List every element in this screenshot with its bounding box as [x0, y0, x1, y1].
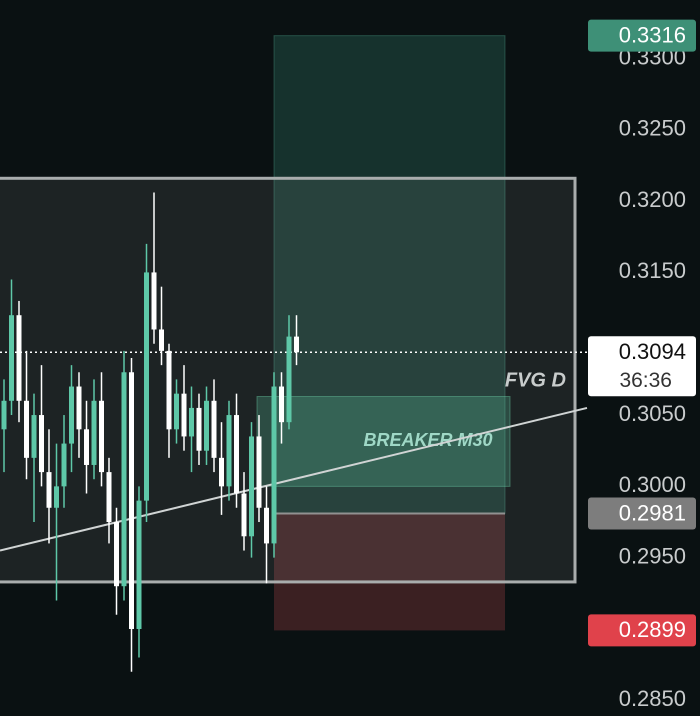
breaker-label: BREAKER M30 [363, 430, 492, 450]
candle-body [99, 400, 104, 473]
price-badge [588, 614, 696, 647]
y-tick-label: 0.2850 [619, 686, 686, 711]
candle-body [241, 493, 247, 537]
candle-body [234, 415, 239, 494]
candle-body [294, 336, 299, 353]
candle-body [136, 500, 142, 629]
candle-body [249, 436, 254, 537]
candle-body [84, 429, 89, 465]
candle-body [91, 400, 97, 465]
candle-body [181, 393, 187, 437]
y-tick-label: 0.3000 [619, 472, 686, 497]
y-tick-label: 0.2950 [619, 543, 686, 568]
candle-body [189, 407, 194, 437]
candle-body [129, 372, 134, 629]
candle-body [69, 386, 74, 444]
candle-body [226, 415, 232, 487]
candle-body [151, 272, 157, 330]
candle-body [286, 336, 292, 423]
fvg-label: FVG D [505, 369, 566, 391]
candle-body [76, 386, 82, 430]
candle-body [166, 350, 172, 430]
breaker-zone [256, 396, 511, 487]
target-zone [273, 35, 506, 514]
price-badge-label: 0.3316 [619, 22, 686, 47]
candle-body [219, 457, 224, 487]
candle-body [54, 486, 59, 508]
candle-body [174, 393, 179, 430]
stop-zone [274, 513, 505, 631]
price-badge [588, 19, 696, 52]
candle-body [211, 400, 217, 458]
candle-body [24, 400, 29, 458]
candle-body [46, 472, 52, 508]
price-badge [588, 497, 696, 530]
candle-body [106, 472, 112, 523]
y-tick-label: 0.3050 [619, 401, 686, 426]
candle-body [196, 407, 202, 451]
y-tick-label: 0.3200 [619, 187, 686, 212]
y-tick-label: 0.3250 [619, 116, 686, 141]
candle-body [39, 415, 44, 473]
candle-body [31, 415, 37, 458]
y-tick-label: 0.3150 [619, 258, 686, 283]
candle-body [1, 400, 7, 430]
candle-body [114, 522, 119, 587]
candle-body [121, 372, 127, 587]
candle-body [9, 315, 14, 401]
candle-body [271, 386, 277, 544]
last-price-label: 0.3094 [619, 339, 686, 364]
candle-body [159, 329, 164, 351]
candle-body [204, 400, 209, 451]
candle-body [144, 272, 149, 501]
price-badge-label: 0.2981 [619, 500, 686, 525]
candle-body [264, 507, 269, 544]
candle-body [256, 436, 262, 508]
price-badge-label: 0.2899 [619, 617, 686, 642]
candle-body [16, 315, 22, 401]
last-price-badge [588, 336, 696, 397]
candle-body [61, 443, 67, 487]
trendline [0, 406, 588, 552]
countdown-label: 36:36 [619, 369, 672, 392]
candle-body [279, 386, 284, 423]
